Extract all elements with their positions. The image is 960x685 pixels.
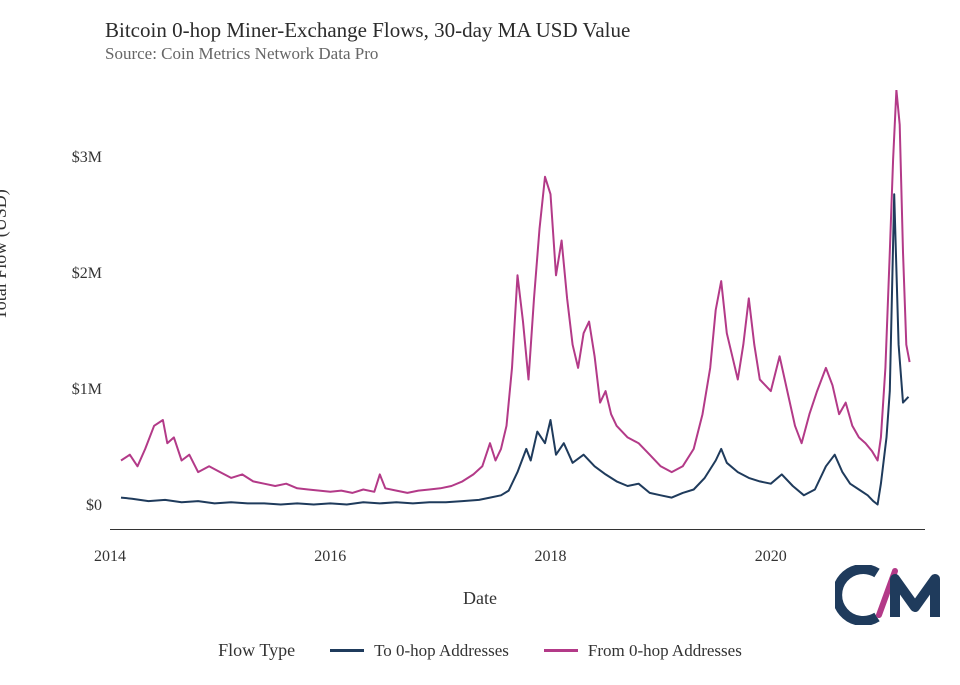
plot-area	[110, 90, 925, 530]
x-tick-label: 2018	[535, 548, 567, 566]
x-axis-label: Date	[0, 588, 960, 609]
y-tick-label: $2M	[46, 265, 102, 283]
y-tick-label: $3M	[46, 149, 102, 167]
y-tick-label: $0	[46, 497, 102, 515]
legend-item-1: From 0-hop Addresses	[544, 641, 742, 661]
chart-container: Bitcoin 0-hop Miner-Exchange Flows, 30-d…	[0, 0, 960, 685]
legend-label-0: To 0-hop Addresses	[374, 641, 509, 661]
y-axis-label: Total Flow (USD)	[0, 189, 11, 320]
series-to_0hop	[121, 194, 909, 504]
legend-item-0: To 0-hop Addresses	[330, 641, 509, 661]
series-from_0hop	[121, 90, 910, 493]
chart-subtitle: Source: Coin Metrics Network Data Pro	[105, 44, 378, 64]
legend-label-1: From 0-hop Addresses	[588, 641, 742, 661]
legend-swatch-0	[330, 649, 364, 652]
x-tick-label: 2016	[314, 548, 346, 566]
legend: Flow Type To 0-hop Addresses From 0-hop …	[0, 640, 960, 661]
legend-swatch-1	[544, 649, 578, 652]
x-tick-label: 2014	[94, 548, 126, 566]
x-tick-label: 2020	[755, 548, 787, 566]
coinmetrics-logo	[835, 565, 945, 625]
chart-title: Bitcoin 0-hop Miner-Exchange Flows, 30-d…	[105, 18, 630, 43]
y-tick-label: $1M	[46, 381, 102, 399]
legend-title: Flow Type	[218, 640, 295, 661]
